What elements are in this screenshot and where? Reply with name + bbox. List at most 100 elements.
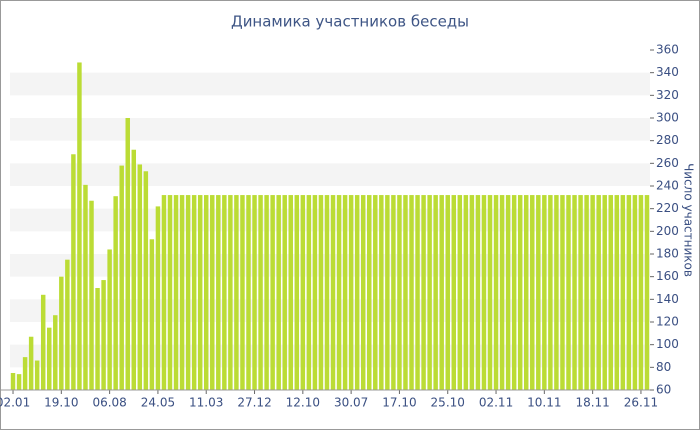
y-tick-label: 340 <box>656 65 679 79</box>
bar <box>572 195 577 390</box>
bar <box>59 276 64 390</box>
bar <box>560 195 565 390</box>
x-tick-label: 10.11 <box>527 396 561 410</box>
bar <box>523 195 529 390</box>
bar <box>620 195 626 390</box>
bar <box>475 195 481 390</box>
grid-band <box>10 344 650 368</box>
bar <box>191 195 197 390</box>
bar <box>65 259 70 390</box>
bar <box>626 195 632 390</box>
bar <box>421 195 426 390</box>
bar <box>95 288 100 390</box>
bar <box>306 195 312 390</box>
bar <box>403 195 408 390</box>
bar <box>590 195 595 390</box>
y-axis-title: Число участников <box>682 163 696 277</box>
bar <box>632 195 638 390</box>
bar <box>282 195 287 390</box>
bar <box>330 195 336 390</box>
bar <box>354 195 360 390</box>
bar <box>336 195 342 390</box>
bar <box>10 373 16 390</box>
bar <box>367 195 372 390</box>
x-tick-label: 02.11 <box>479 396 513 410</box>
bar <box>324 195 330 390</box>
bar <box>185 195 191 390</box>
bar <box>511 195 517 390</box>
x-tick-label: 24.05 <box>141 396 175 410</box>
bar <box>222 195 227 390</box>
y-tick-label: 260 <box>656 156 679 170</box>
bar <box>28 336 34 390</box>
bar <box>143 171 149 390</box>
y-tick-label: 80 <box>656 360 671 374</box>
bar <box>360 195 366 390</box>
x-tick-label: 19.10 <box>44 396 78 410</box>
bar <box>137 164 143 390</box>
bar <box>505 195 511 390</box>
chart-title: Динамика участников беседы <box>231 13 469 31</box>
bar <box>47 327 52 390</box>
bar <box>439 195 444 390</box>
bar <box>131 149 137 390</box>
y-tick-label: 360 <box>656 43 679 57</box>
bar <box>197 195 203 390</box>
y-tick-label: 300 <box>656 111 679 125</box>
bar <box>89 200 94 390</box>
bar <box>608 195 613 390</box>
bar <box>433 195 438 390</box>
bar <box>276 195 281 390</box>
y-tick-label: 180 <box>656 247 679 261</box>
grid-band <box>10 118 650 141</box>
grid-band <box>10 208 650 232</box>
bar <box>203 195 209 390</box>
bar <box>578 195 583 390</box>
bar <box>53 315 58 390</box>
grid-band <box>10 254 650 277</box>
bar <box>270 195 275 390</box>
bar <box>210 195 215 390</box>
bar <box>530 195 535 390</box>
bar <box>113 196 118 390</box>
bar <box>379 195 384 390</box>
bar <box>179 195 185 390</box>
bar <box>487 195 493 390</box>
bar <box>258 195 263 390</box>
bar <box>415 195 420 390</box>
y-tick-label: 240 <box>656 179 679 193</box>
x-tick-label: 11.03 <box>189 396 223 410</box>
bar <box>409 195 414 390</box>
y-tick-label: 60 <box>656 383 671 397</box>
grid-band <box>10 163 650 186</box>
bar <box>463 195 469 390</box>
bar <box>101 280 106 390</box>
bar <box>246 195 251 390</box>
y-tick-label: 100 <box>656 337 679 351</box>
bar <box>596 195 601 390</box>
bar <box>77 62 82 390</box>
bar <box>83 184 88 390</box>
bar <box>125 118 130 390</box>
bar <box>167 195 173 390</box>
x-tick-label: 17.10 <box>382 396 416 410</box>
bar <box>542 195 547 390</box>
y-tick-label: 320 <box>656 88 679 102</box>
bar <box>373 195 378 390</box>
bar <box>71 154 76 390</box>
bar <box>161 195 167 390</box>
bar <box>517 195 523 390</box>
y-tick-label: 120 <box>656 315 679 329</box>
bar <box>155 206 161 390</box>
bar <box>240 195 245 390</box>
bar <box>614 195 620 390</box>
bar <box>107 249 112 390</box>
bar <box>499 195 505 390</box>
bar <box>149 239 155 390</box>
bar <box>294 195 300 390</box>
x-tick-label: 12.10 <box>286 396 320 410</box>
y-tick-label: 160 <box>656 269 679 283</box>
bar <box>312 195 318 390</box>
bar <box>216 195 221 390</box>
bar <box>481 195 487 390</box>
